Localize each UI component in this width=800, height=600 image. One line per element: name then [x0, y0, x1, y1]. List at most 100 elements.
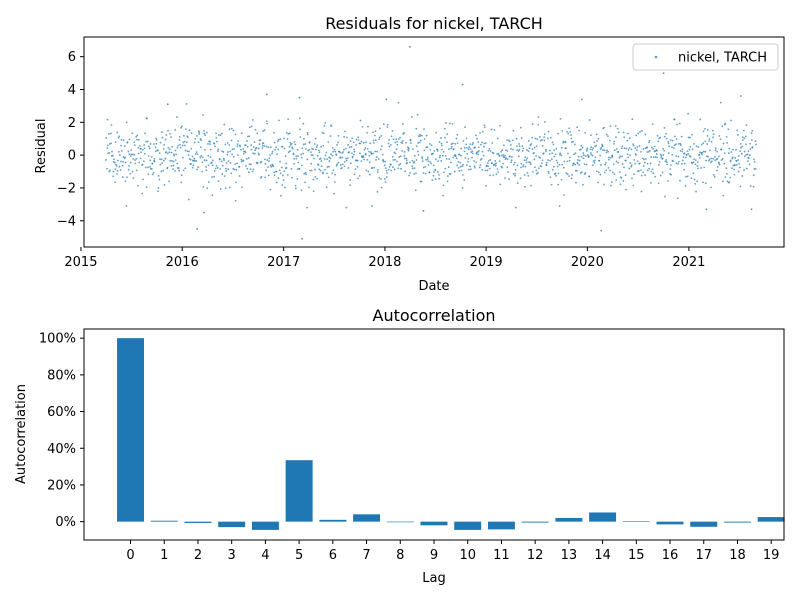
scatter-point	[349, 162, 352, 165]
scatter-point	[675, 138, 678, 140]
scatter-point	[232, 129, 235, 132]
scatter-point	[126, 141, 129, 144]
scatter-point	[565, 172, 568, 174]
scatter-point	[636, 149, 638, 152]
scatter-point	[256, 162, 259, 165]
scatter-point	[248, 163, 251, 165]
autocorrelation-bar	[622, 521, 650, 522]
scatter-point	[351, 137, 354, 140]
scatter-point	[298, 167, 301, 170]
scatter-point	[747, 150, 750, 153]
scatter-point	[349, 184, 351, 187]
scatter-point	[382, 159, 385, 162]
scatter-point	[215, 136, 218, 139]
scatter-point	[487, 149, 490, 152]
scatter-point	[277, 177, 280, 179]
scatter-point	[722, 194, 725, 197]
scatter-point	[716, 157, 719, 160]
scatter-point	[492, 152, 495, 155]
scatter-point	[532, 171, 534, 173]
scatter-point	[656, 156, 659, 159]
scatter-point	[665, 132, 668, 135]
scatter-point	[553, 149, 555, 152]
scatter-point	[160, 158, 163, 161]
scatter-point	[522, 164, 525, 166]
scatter-point	[479, 131, 481, 134]
scatter-point	[196, 153, 199, 156]
scatter-point	[651, 168, 654, 171]
scatter-point	[357, 139, 360, 141]
scatter-point	[135, 169, 138, 172]
scatter-point	[281, 184, 284, 186]
scatter-point	[452, 156, 455, 159]
scatter-point	[111, 150, 113, 153]
scatter-point	[504, 154, 507, 157]
scatter-point	[429, 148, 432, 151]
scatter-point	[404, 170, 407, 173]
scatter-point	[155, 138, 158, 141]
scatter-point	[527, 174, 530, 177]
scatter-point	[539, 139, 542, 142]
scatter-point	[236, 143, 239, 146]
scatter-point	[469, 148, 472, 150]
scatter-point	[526, 172, 529, 174]
scatter-point	[380, 186, 383, 189]
scatter-point	[417, 150, 419, 153]
scatter-point	[427, 164, 430, 166]
scatter-point	[193, 157, 196, 160]
scatter-point	[438, 173, 440, 176]
scatter-point	[671, 139, 674, 142]
scatter-point	[222, 151, 225, 153]
scatter-point	[173, 154, 176, 157]
scatter-point	[144, 166, 147, 169]
scatter-point	[699, 118, 702, 121]
bar-x-tick-label: 1	[160, 548, 168, 563]
scatter-point	[578, 129, 580, 132]
scatter-point	[248, 135, 251, 138]
scatter-point	[558, 163, 561, 166]
scatter-point	[481, 168, 484, 171]
scatter-point	[518, 143, 521, 145]
scatter-point	[120, 144, 123, 147]
scatter-point	[697, 167, 699, 170]
scatter-point	[460, 169, 463, 172]
scatter-point	[618, 171, 621, 174]
scatter-point	[313, 157, 315, 160]
scatter-point	[294, 184, 297, 187]
scatter-point	[606, 135, 609, 138]
scatter-point	[120, 150, 123, 152]
scatter-point	[159, 141, 162, 144]
scatter-point	[438, 156, 441, 159]
scatter-point	[248, 171, 250, 174]
scatter-point	[482, 154, 485, 157]
scatter-point	[331, 172, 334, 175]
scatter-point	[227, 168, 230, 171]
scatter-point	[345, 206, 348, 209]
scatter-point	[576, 126, 579, 129]
scatter-point	[620, 147, 623, 150]
scatter-point	[297, 161, 300, 164]
scatter-point	[172, 160, 175, 163]
scatter-point	[461, 173, 464, 176]
scatter-point	[601, 145, 604, 148]
scatter-point	[478, 150, 480, 152]
scatter-point	[546, 137, 549, 140]
scatter-point	[598, 159, 601, 162]
scatter-point	[250, 148, 253, 151]
scatter-point	[558, 205, 561, 207]
scatter-point	[652, 156, 655, 158]
scatter-point	[623, 166, 625, 169]
scatter-point	[247, 157, 250, 159]
scatter-point	[293, 140, 296, 143]
scatter-point	[446, 175, 449, 177]
bar-x-tick-label: 8	[396, 548, 404, 563]
scatter-point	[155, 137, 158, 140]
scatter-point	[736, 129, 739, 132]
scatter-point	[352, 153, 355, 156]
scatter-point	[119, 169, 122, 171]
scatter-point	[116, 173, 118, 175]
scatter-point	[172, 153, 175, 156]
scatter-point	[644, 158, 647, 160]
scatter-point	[283, 137, 285, 140]
